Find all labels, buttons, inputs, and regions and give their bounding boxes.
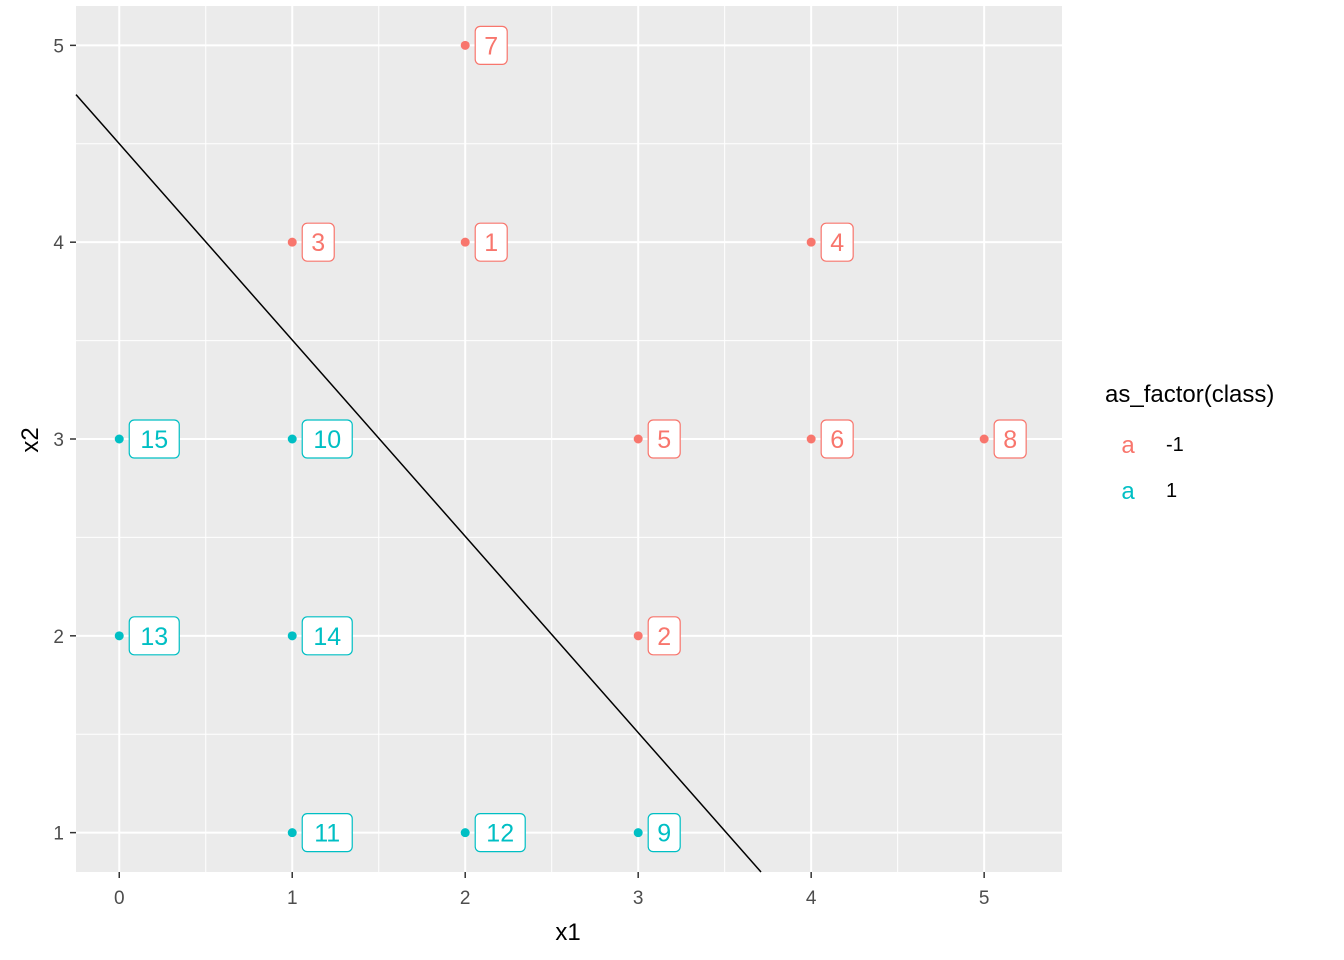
y-tick-label: 3 [53, 430, 64, 451]
point-label: 6 [820, 419, 854, 459]
data-points [114, 40, 989, 838]
point-label-box [993, 419, 1027, 459]
x-axis: 0 1 2 3 4 5 [114, 872, 989, 909]
legend-key: a [1121, 478, 1135, 505]
data-point [460, 40, 470, 50]
data-point [114, 434, 124, 444]
point-label-text: 9 [657, 820, 671, 848]
point-label-box [820, 419, 854, 459]
data-point [287, 434, 297, 444]
point-label-box [301, 419, 353, 459]
point-label: 14 [301, 616, 353, 656]
data-point [460, 237, 470, 247]
legend-label: 1 [1166, 480, 1177, 502]
point-label-text: 5 [657, 426, 671, 454]
point-label-box [647, 419, 681, 459]
point-label: 3 [301, 222, 335, 262]
data-point [287, 631, 297, 641]
point-label-text: 1 [484, 229, 498, 257]
point-label: 13 [128, 616, 180, 656]
point-label-box [301, 616, 353, 656]
y-tick-label: 5 [53, 36, 64, 57]
point-label-box [647, 616, 681, 656]
legend-label: -1 [1166, 434, 1184, 456]
x-tick-label: 2 [460, 888, 471, 909]
point-label-box [301, 813, 353, 853]
point-label: 11 [301, 813, 353, 853]
x-tick-label: 0 [114, 888, 125, 909]
point-label-text: 8 [1003, 426, 1017, 454]
data-point [460, 828, 470, 838]
data-point [114, 631, 124, 641]
point-label: 4 [820, 222, 854, 262]
data-point [633, 828, 643, 838]
y-axis: 1 2 3 4 5 [53, 36, 76, 845]
legend: as_factor(class) a -1 a 1 [1105, 381, 1274, 505]
point-label: 8 [993, 419, 1027, 459]
point-label-box [128, 419, 180, 459]
x-tick-label: 5 [979, 888, 990, 909]
point-label-box [647, 813, 681, 853]
point-label-text: 7 [484, 32, 498, 60]
point-label: 10 [301, 419, 353, 459]
y-tick-label: 2 [53, 627, 64, 648]
point-label-text: 13 [140, 623, 168, 651]
data-point [633, 434, 643, 444]
data-point [287, 828, 297, 838]
point-label-box [474, 813, 526, 853]
point-label: 2 [647, 616, 681, 656]
point-label-text: 15 [140, 426, 168, 454]
point-label: 12 [474, 813, 526, 853]
data-point [633, 631, 643, 641]
data-point [806, 237, 816, 247]
y-tick-label: 1 [53, 824, 64, 845]
point-label: 7 [474, 25, 508, 65]
point-label-box [474, 222, 508, 262]
decision-boundary-line [75, 94, 762, 873]
x-tick-label: 1 [287, 888, 298, 909]
point-label: 15 [128, 419, 180, 459]
y-axis-title: x2 [17, 427, 44, 452]
point-label-text: 3 [311, 229, 325, 257]
y-tick-label: 4 [53, 233, 64, 254]
point-label: 1 [474, 222, 508, 262]
separating-line [75, 94, 762, 873]
point-label-box [301, 222, 335, 262]
point-label-text: 6 [830, 426, 844, 454]
data-point [979, 434, 989, 444]
point-label-text: 4 [830, 229, 844, 257]
data-point [287, 237, 297, 247]
point-label-text: 11 [314, 820, 340, 848]
point-label-text: 12 [486, 820, 514, 848]
legend-title: as_factor(class) [1105, 381, 1274, 408]
point-label-text: 2 [657, 623, 671, 651]
x-axis-title: x1 [555, 919, 580, 946]
x-tick-label: 3 [633, 888, 644, 909]
point-label: 5 [647, 419, 681, 459]
legend-key: a [1121, 432, 1135, 459]
point-label-text: 14 [313, 623, 341, 651]
x-tick-label: 4 [806, 888, 817, 909]
point-label-box [474, 25, 508, 65]
point-label-box [820, 222, 854, 262]
data-point [806, 434, 816, 444]
point-label-text: 10 [313, 426, 341, 454]
point-label-box [128, 616, 180, 656]
point-label: 9 [647, 813, 681, 853]
